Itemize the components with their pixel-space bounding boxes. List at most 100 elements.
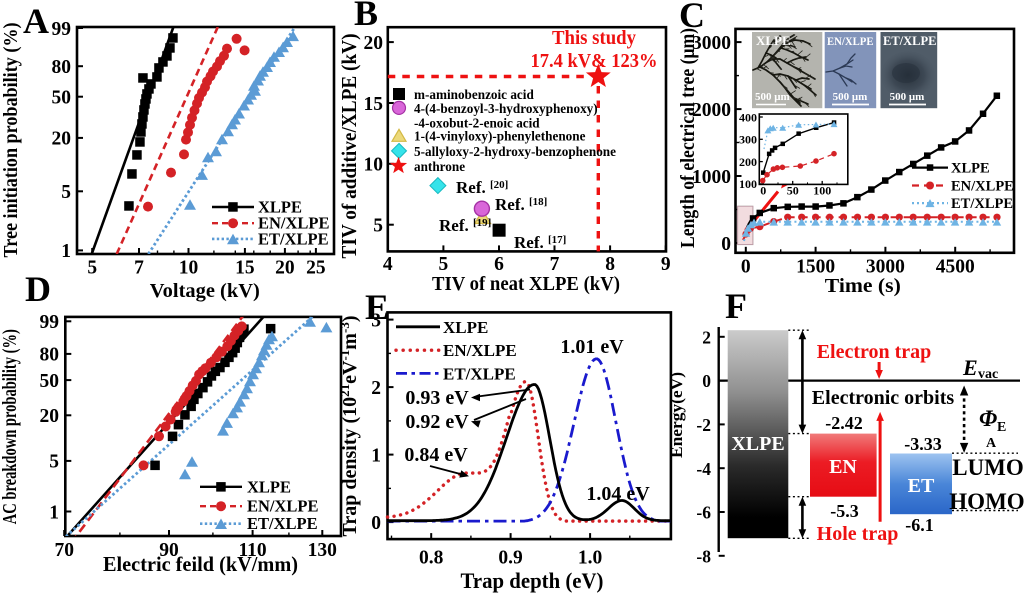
svg-text:0: 0 [702, 371, 711, 391]
svg-text:200: 200 [739, 155, 757, 169]
svg-text:0: 0 [371, 513, 381, 534]
svg-text:AC breakdown probability (%): AC breakdown probability (%) [0, 329, 21, 524]
svg-text:7: 7 [134, 258, 144, 279]
svg-text:TIV of neat XLPE (kV): TIV of neat XLPE (kV) [432, 273, 620, 295]
svg-text:15: 15 [235, 258, 255, 279]
svg-text:Trap density (1021eV-1m-3): Trap density (1021eV-1m-3) [337, 316, 361, 537]
svg-text:0.8: 0.8 [419, 548, 444, 569]
svg-text:E: E [962, 355, 978, 380]
svg-text:1500: 1500 [796, 257, 835, 278]
svg-text:20: 20 [52, 129, 72, 150]
svg-text:5-allyloxy-2-hydroxy-benzophen: 5-allyloxy-2-hydroxy-benzophenone [414, 144, 616, 159]
svg-text:0: 0 [721, 234, 731, 255]
svg-text:100: 100 [813, 184, 831, 198]
svg-text:Electron trap: Electron trap [817, 341, 932, 363]
svg-text:9: 9 [661, 254, 671, 275]
svg-text:500 μm: 500 μm [833, 91, 868, 103]
svg-text:400: 400 [739, 110, 757, 124]
svg-text:500 μm: 500 μm [755, 91, 790, 103]
svg-text:5: 5 [439, 254, 449, 275]
svg-text:XLPE: XLPE [443, 318, 488, 337]
svg-text:0.9: 0.9 [498, 548, 523, 569]
svg-text:1.0: 1.0 [578, 548, 602, 569]
svg-text:3000: 3000 [692, 33, 731, 54]
svg-text:80: 80 [40, 345, 60, 366]
svg-text:1000: 1000 [692, 167, 731, 188]
svg-text:99: 99 [52, 19, 72, 40]
svg-text:-6: -6 [696, 503, 711, 523]
svg-text:LUMO: LUMO [952, 455, 1024, 480]
svg-text:10: 10 [179, 258, 199, 279]
svg-text:D: D [25, 269, 51, 309]
svg-text:20: 20 [364, 33, 384, 54]
svg-text:0.93 eV: 0.93 eV [405, 387, 469, 409]
svg-text:TIV of additive/XLPE (kV): TIV of additive/XLPE (kV) [337, 34, 361, 259]
svg-text:XLPE: XLPE [247, 477, 291, 496]
svg-text:130: 130 [308, 540, 337, 561]
svg-text:anthrone: anthrone [414, 159, 465, 174]
svg-text:Voltage (kV): Voltage (kV) [150, 280, 260, 302]
svg-text:50: 50 [787, 184, 799, 198]
svg-text:ET/XLPE: ET/XLPE [258, 229, 329, 248]
svg-text:-3.33: -3.33 [904, 434, 942, 454]
svg-text:1: 1 [49, 502, 59, 523]
svg-text:7: 7 [550, 254, 560, 275]
svg-text:99: 99 [40, 312, 60, 333]
svg-text:0.84 eV: 0.84 eV [404, 444, 468, 466]
svg-text:100: 100 [739, 177, 757, 191]
svg-text:70: 70 [54, 540, 74, 561]
svg-text:4-(4-benzoyl-3-hydroxyphenoxy): 4-(4-benzoyl-3-hydroxyphenoxy) [414, 101, 598, 116]
svg-text:Electric feild (kV/mm): Electric feild (kV/mm) [103, 552, 298, 576]
svg-text:2: 2 [371, 378, 381, 399]
svg-text:Energy(eV): Energy(eV) [667, 372, 686, 458]
svg-text:5: 5 [87, 258, 97, 279]
svg-text:-2: -2 [696, 415, 711, 435]
svg-text:ET/XLPE: ET/XLPE [951, 196, 1013, 212]
svg-text:500 μm: 500 μm [890, 91, 925, 103]
svg-text:2: 2 [702, 327, 711, 347]
svg-text:8: 8 [605, 254, 615, 275]
svg-text:10: 10 [364, 155, 384, 176]
svg-text:2000: 2000 [692, 100, 731, 121]
svg-text:EN/XLPE: EN/XLPE [258, 214, 330, 233]
svg-text:110: 110 [239, 540, 267, 561]
svg-text:1.01 eV: 1.01 eV [560, 336, 624, 358]
svg-text:XLPE: XLPE [756, 33, 791, 48]
svg-text:17.4 kV& 123%: 17.4 kV& 123% [531, 50, 658, 72]
svg-text:EN: EN [829, 456, 857, 478]
svg-text:A: A [986, 436, 997, 451]
svg-text:C: C [679, 0, 705, 35]
svg-text:E: E [997, 420, 1006, 435]
svg-text:Hole trap: Hole trap [817, 523, 899, 545]
svg-text:F: F [725, 286, 747, 326]
svg-text:Electronic orbits: Electronic orbits [812, 387, 955, 409]
svg-text:1: 1 [371, 445, 381, 466]
svg-text:ET/XLPE: ET/XLPE [883, 34, 937, 48]
svg-text:EN/XLPE: EN/XLPE [443, 341, 517, 360]
svg-text:5: 5 [49, 452, 59, 473]
svg-text:20: 20 [275, 258, 295, 279]
svg-text:EN/XLPE: EN/XLPE [247, 497, 319, 516]
svg-text:XLPE: XLPE [951, 161, 990, 177]
svg-text:5: 5 [61, 182, 71, 203]
svg-text:3000: 3000 [866, 257, 905, 278]
svg-text:-4: -4 [696, 459, 711, 479]
svg-text:80: 80 [52, 57, 72, 78]
svg-text:90: 90 [159, 540, 179, 561]
svg-text:6: 6 [494, 254, 504, 275]
svg-text:50: 50 [52, 88, 72, 109]
svg-text:Length of electrical tree (μm): Length of electrical tree (μm) [677, 28, 699, 248]
svg-text:Tree initiation probability (%: Tree initiation probability (%) [0, 23, 22, 258]
svg-text:1.04 eV: 1.04 eV [586, 483, 650, 505]
svg-text:vac: vac [978, 367, 998, 382]
svg-text:5: 5 [373, 216, 383, 237]
svg-text:4500: 4500 [936, 257, 975, 278]
svg-text:m-aminobenzoic acid: m-aminobenzoic acid [414, 87, 534, 102]
svg-text:Time (s): Time (s) [825, 275, 901, 297]
svg-text:15: 15 [364, 94, 384, 115]
svg-text:1-(4-vinyloxy)-phenylethenone: 1-(4-vinyloxy)-phenylethenone [414, 128, 586, 143]
svg-text:ET: ET [908, 475, 935, 497]
svg-text:-8: -8 [696, 546, 711, 566]
svg-text:4: 4 [383, 254, 393, 275]
svg-text:-5.3: -5.3 [830, 501, 859, 521]
